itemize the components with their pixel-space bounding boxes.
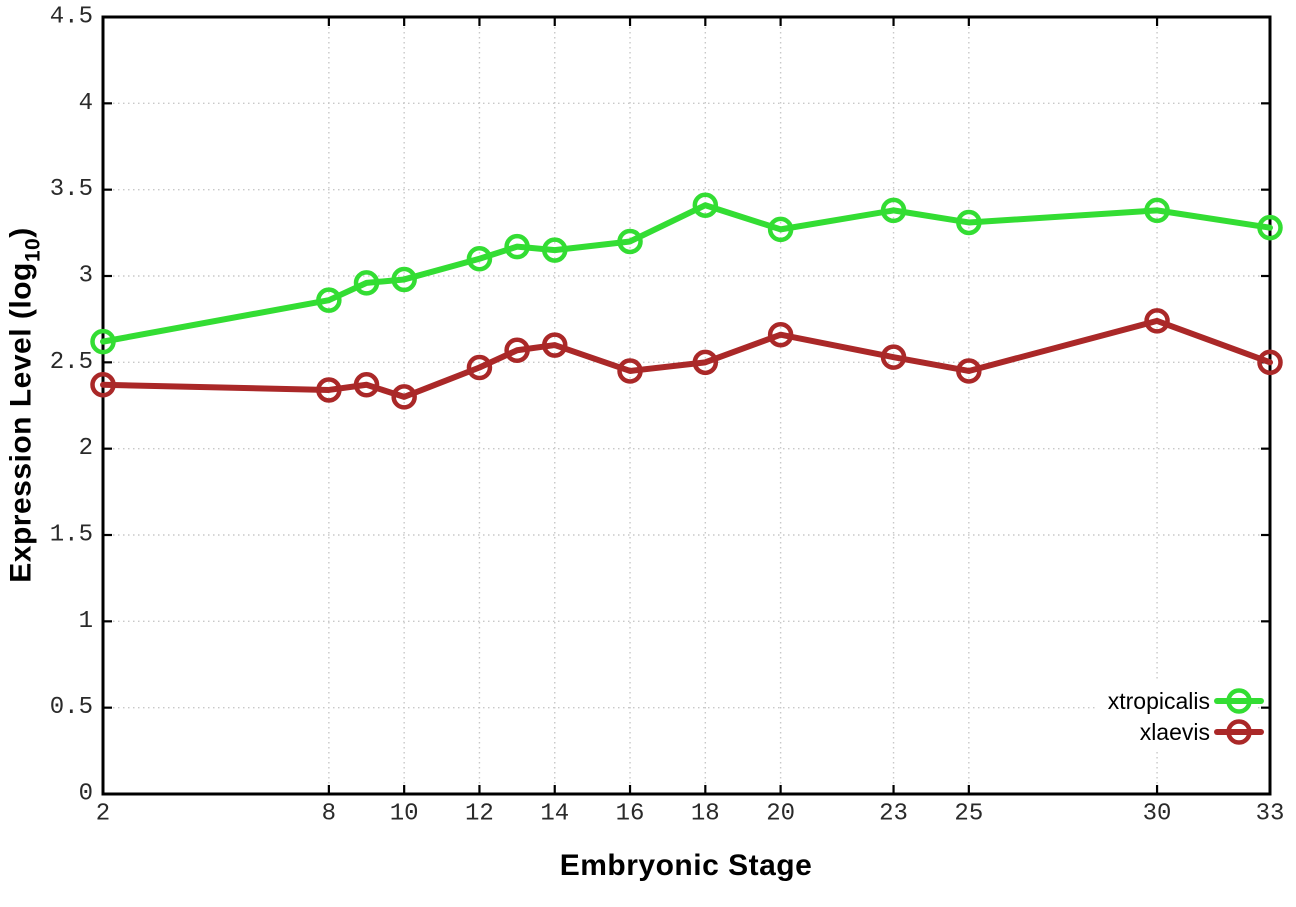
series-xlaevis-point-10 <box>391 384 417 410</box>
series-xlaevis-point-8 <box>316 377 342 403</box>
series-xlaevis-point-2 <box>90 372 116 398</box>
series-xtropicalis-point-23 <box>880 197 907 224</box>
plot-border <box>101 15 1272 796</box>
y-axis-title-subscript: 10 <box>21 237 45 263</box>
series-xlaevis-point-9 <box>353 372 380 398</box>
series-xlaevis-point-33 <box>1257 349 1283 376</box>
x-tick-label-12: 12 <box>465 801 494 828</box>
x-tick-label-16: 16 <box>616 801 645 828</box>
series-xlaevis-point-16 <box>617 358 643 384</box>
series-xtropicalis-point-30 <box>1144 197 1170 224</box>
series-xtropicalis-point-8 <box>316 287 342 313</box>
x-tick-label-30: 30 <box>1143 801 1172 828</box>
series-xlaevis-point-18 <box>692 349 719 376</box>
y-tick-label-1: 1 <box>79 608 93 635</box>
y-tick-label-0.5: 0.5 <box>50 694 93 721</box>
y-axis-title-suffix: ) <box>4 227 38 238</box>
series-xtropicalis-point-25 <box>956 209 982 236</box>
x-tick-label-25: 25 <box>954 801 983 828</box>
y-tick-label-3: 3 <box>79 263 93 290</box>
series-xtropicalis-point-20 <box>767 216 794 243</box>
legend-label-xlaevis: xlaevis <box>1140 719 1210 745</box>
series-xlaevis-point-23 <box>880 344 907 370</box>
series-xtropicalis-point-2 <box>90 328 116 355</box>
y-tick-label-2: 2 <box>79 435 93 462</box>
legend-label-xtropicalis: xtropicalis <box>1108 688 1210 714</box>
series-xtropicalis-point-13 <box>504 233 530 260</box>
x-tick-label-10: 10 <box>390 801 419 828</box>
y-tick-label-2.5: 2.5 <box>50 349 93 376</box>
y-axis-title-text: Expression Level (log <box>4 262 38 583</box>
series-xtropicalis-point-12 <box>466 245 493 272</box>
series-xlaevis-point-25 <box>956 358 982 384</box>
x-tick-label-20: 20 <box>766 801 795 828</box>
series-xtropicalis-point-16 <box>617 228 643 255</box>
x-tick-label-33: 33 <box>1256 801 1285 828</box>
series-xlaevis-line <box>100 317 1273 400</box>
y-tick-label-0: 0 <box>79 781 93 808</box>
series-xtropicalis-point-18 <box>692 192 719 218</box>
legend-marker-xtropicalis <box>1226 688 1252 714</box>
x-tick-label-8: 8 <box>322 801 336 828</box>
series-xtropicalis-point-33 <box>1257 214 1283 241</box>
y-tick-label-4.5: 4.5 <box>50 4 93 31</box>
series-xtropicalis-line <box>100 202 1273 345</box>
y-tick-label-4: 4 <box>79 90 93 117</box>
x-axis-title: Embryonic Stage <box>559 849 813 882</box>
series-xtropicalis-point-9 <box>353 270 380 296</box>
x-tick-label-18: 18 <box>691 801 720 828</box>
y-tick-label-1.5: 1.5 <box>50 522 93 549</box>
y-axis-title: Expression Level (log10) <box>4 227 45 583</box>
series-xlaevis-point-12 <box>466 354 493 381</box>
series-xlaevis-point-30 <box>1144 308 1170 334</box>
legend-marker-xlaevis <box>1226 719 1252 745</box>
series-xtropicalis-point-10 <box>391 266 417 293</box>
series-xlaevis-point-14 <box>541 332 568 358</box>
x-tick-label-14: 14 <box>540 801 569 828</box>
series-xlaevis-point-20 <box>767 321 794 348</box>
series-xtropicalis-point-14 <box>541 237 568 263</box>
series-xlaevis-point-13 <box>504 337 530 363</box>
y-tick-label-3.5: 3.5 <box>50 176 93 203</box>
x-tick-label-2: 2 <box>96 801 110 828</box>
x-tick-label-23: 23 <box>879 801 908 828</box>
